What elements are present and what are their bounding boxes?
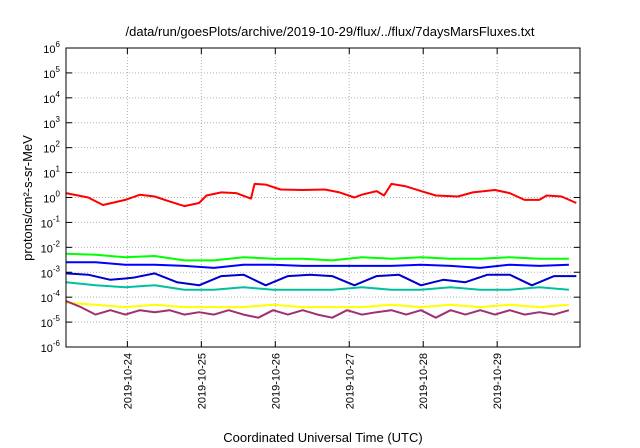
series-line-5 <box>65 301 569 309</box>
x-tick-label: 2019-10-25 <box>196 353 208 409</box>
y-tick-label: 101 <box>43 165 60 181</box>
x-tick-label: 2019-10-26 <box>270 353 282 409</box>
y-tick-label: 10-6 <box>41 339 61 355</box>
y-tick-label: 106 <box>43 40 60 56</box>
y-tick-label: 100 <box>43 190 60 206</box>
series-line-1 <box>65 252 569 262</box>
x-tick-label: 2019-10-27 <box>344 353 356 409</box>
series-line-4 <box>65 281 569 291</box>
y-tick-label: 10-2 <box>41 239 61 255</box>
y-tick-label: 10-4 <box>41 289 61 305</box>
grid <box>66 48 580 347</box>
y-tick-label: 105 <box>43 65 60 81</box>
y-tick-label: 102 <box>43 140 60 156</box>
y-tick-label: 10-3 <box>41 264 61 280</box>
y-axis-label: protons/cm²-s-sr-MeV <box>20 135 35 261</box>
y-axis-ticks: 10-6 10-5 10-4 10-3 10-2 10-1 100 101 102 103 104 1… <box>41 40 580 355</box>
y-tick-label: 103 <box>43 115 60 131</box>
series-line-3 <box>65 272 577 287</box>
series-line-6 <box>65 300 570 319</box>
x-tick-label: 2019-10-24 <box>122 353 134 409</box>
series-line-0 <box>65 182 577 208</box>
y-tick-label: 10-5 <box>41 314 61 330</box>
series-lines <box>65 182 577 319</box>
series-line-2 <box>66 261 569 269</box>
x-tick-label: 2019-10-28 <box>418 353 430 409</box>
x-axis-label: Coordinated Universal Time (UTC) <box>223 430 422 445</box>
y-tick-label: 104 <box>43 90 60 106</box>
x-axis-ticks: 2019-10-24 2019-10-25 2019-10-26 2019-10-27… <box>122 48 504 409</box>
plot-frame <box>65 47 581 348</box>
y-tick-label: 10-1 <box>41 214 61 230</box>
x-tick-label: 2019-10-29 <box>492 353 504 409</box>
chart-title: /data/run/goesPlots/archive/2019-10-29/f… <box>126 24 535 39</box>
